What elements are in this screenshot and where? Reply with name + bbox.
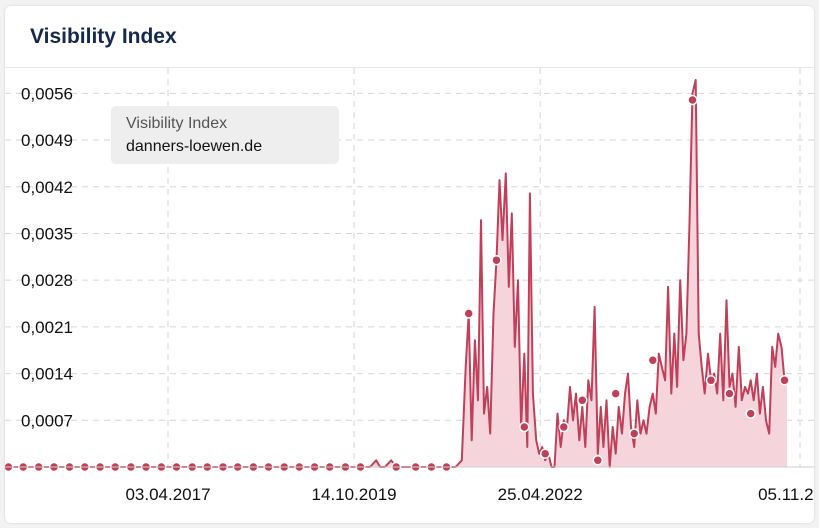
legend-series-name: danners-loewen.de xyxy=(126,138,263,155)
data-point-43 xyxy=(745,408,756,419)
data-point-30 xyxy=(463,308,474,319)
data-point-36 xyxy=(592,455,604,466)
data-point-40 xyxy=(687,94,698,106)
data-point-35 xyxy=(577,395,588,406)
y-tick-label-2: 0,0021 xyxy=(21,318,73,337)
data-point-32 xyxy=(519,421,530,433)
data-point-44 xyxy=(779,375,790,386)
y-axis-tick-labels: 0,0007 0,0014 0,0021 0,0028 0,0035 0,0042 0,00… xyxy=(21,84,73,430)
visibility-index-card: Visibility Index 0,0007 0,0014 0,0021 0,002… xyxy=(5,6,814,523)
y-tick-label-0: 0,0007 xyxy=(21,411,73,430)
data-point-37 xyxy=(610,388,621,399)
x-tick-label-1: 14.10.2019 xyxy=(312,485,397,504)
data-point-41 xyxy=(705,375,717,386)
y-tick-label-3: 0,0028 xyxy=(21,271,73,290)
data-point-39 xyxy=(647,354,659,366)
series-area-danners-loewen xyxy=(5,80,787,467)
y-tick-label-5: 0,0042 xyxy=(21,178,73,197)
y-tick-label-1: 0,0014 xyxy=(21,365,73,384)
legend-box: Visibility Index danners-loewen.de xyxy=(111,106,339,164)
x-tick-label-2: 25.04.2022 xyxy=(498,485,583,504)
card-title: Visibility Index xyxy=(30,25,177,48)
y-tick-label-4: 0,0035 xyxy=(21,225,73,244)
x-tick-label-3: 05.11.2025 xyxy=(758,485,814,504)
legend-title: Visibility Index xyxy=(126,115,228,132)
x-tick-label-0: 03.04.2017 xyxy=(125,485,210,504)
data-point-34 xyxy=(558,421,570,433)
data-point-42 xyxy=(724,388,735,399)
data-point-38 xyxy=(628,428,640,439)
y-tick-label-7: 0,0056 xyxy=(21,84,73,103)
data-point-31 xyxy=(491,254,502,266)
y-tick-label-6: 0,0049 xyxy=(21,131,73,150)
visibility-chart: 0,0007 0,0014 0,0021 0,0028 0,0035 0,0042 0,00… xyxy=(5,68,814,504)
data-point-33 xyxy=(539,448,551,459)
x-axis-tick-labels: 03.04.2017 14.10.2019 25.04.2022 05.11.2025 xyxy=(125,485,814,504)
card-header: Visibility Index xyxy=(5,6,814,68)
